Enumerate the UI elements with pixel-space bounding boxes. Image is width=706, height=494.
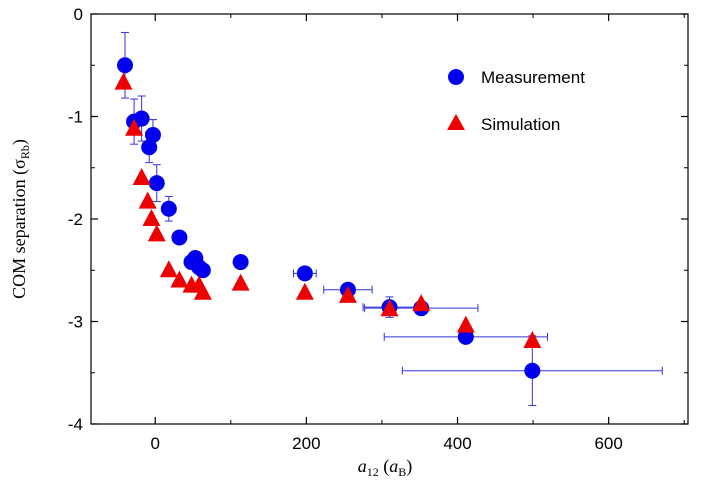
measurement-point — [296, 265, 313, 282]
measurement-point — [232, 254, 249, 271]
y-tick-label: -3 — [68, 313, 83, 332]
x-axis-title-close: ) — [406, 456, 412, 477]
ticks — [91, 13, 688, 425]
measurement-point — [160, 200, 177, 217]
measurement-point — [144, 126, 161, 143]
simulation-point — [138, 191, 157, 209]
x-axis-title-main: a — [358, 456, 367, 476]
measurement-point — [141, 139, 158, 156]
simulation-point — [295, 282, 314, 300]
simulation-point — [114, 72, 133, 90]
simulation-point — [170, 270, 189, 288]
simulation-point — [380, 299, 399, 317]
simulation-point — [338, 285, 357, 303]
x-axis-title-sub: 12 — [367, 465, 379, 479]
legend-simulation-marker — [447, 114, 465, 130]
y-axis-title-main: COM separation (σ — [9, 159, 30, 299]
measurement-point — [524, 362, 541, 379]
error-bars — [121, 31, 663, 407]
legend-simulation-label: Simulation — [481, 115, 560, 134]
x-tick-label: 600 — [594, 434, 622, 453]
y-tick-label: 0 — [74, 5, 83, 24]
y-tick-label: -4 — [68, 415, 83, 434]
x-axis-title-unit: a — [389, 456, 398, 476]
simulation-point — [412, 294, 431, 312]
legend: Measurement Simulation — [447, 68, 585, 134]
measurement-point — [133, 110, 150, 127]
y-axis-title-close: ) — [9, 139, 30, 145]
simulation-point — [523, 330, 542, 348]
x-axis-title-unit-sub: B — [398, 465, 406, 479]
tick-labels: 0 200 400 600 0 -1 -2 -3 -4 — [68, 5, 623, 453]
plot-frame — [90, 13, 689, 425]
x-tick-label: 200 — [292, 434, 320, 453]
legend-measurement-label: Measurement — [481, 68, 585, 87]
measurement-point — [171, 229, 188, 246]
simulation-point — [125, 118, 144, 136]
simulation-point — [159, 260, 178, 278]
simulation-point — [456, 315, 475, 333]
measurement-point — [117, 57, 134, 74]
y-tick-label: -1 — [68, 108, 83, 127]
y-axis-title: COM separation (σRb) — [9, 139, 32, 299]
legend-measurement-marker — [448, 69, 464, 85]
simulation-point — [147, 224, 166, 242]
x-axis-title-open: ( — [379, 456, 390, 477]
simulation-point — [193, 282, 212, 300]
data-points — [114, 57, 542, 379]
measurement-point — [148, 175, 165, 192]
measurement-point — [194, 262, 211, 279]
measurement-point — [457, 328, 474, 345]
x-axis-title: a12 (aB) — [358, 456, 413, 479]
y-axis-title-sub: Rb — [18, 145, 32, 159]
simulation-point — [132, 168, 151, 185]
simulation-point — [142, 209, 161, 226]
x-tick-label: 0 — [150, 434, 159, 453]
x-tick-label: 400 — [443, 434, 471, 453]
y-tick-label: -2 — [68, 210, 83, 229]
simulation-point — [231, 273, 250, 291]
